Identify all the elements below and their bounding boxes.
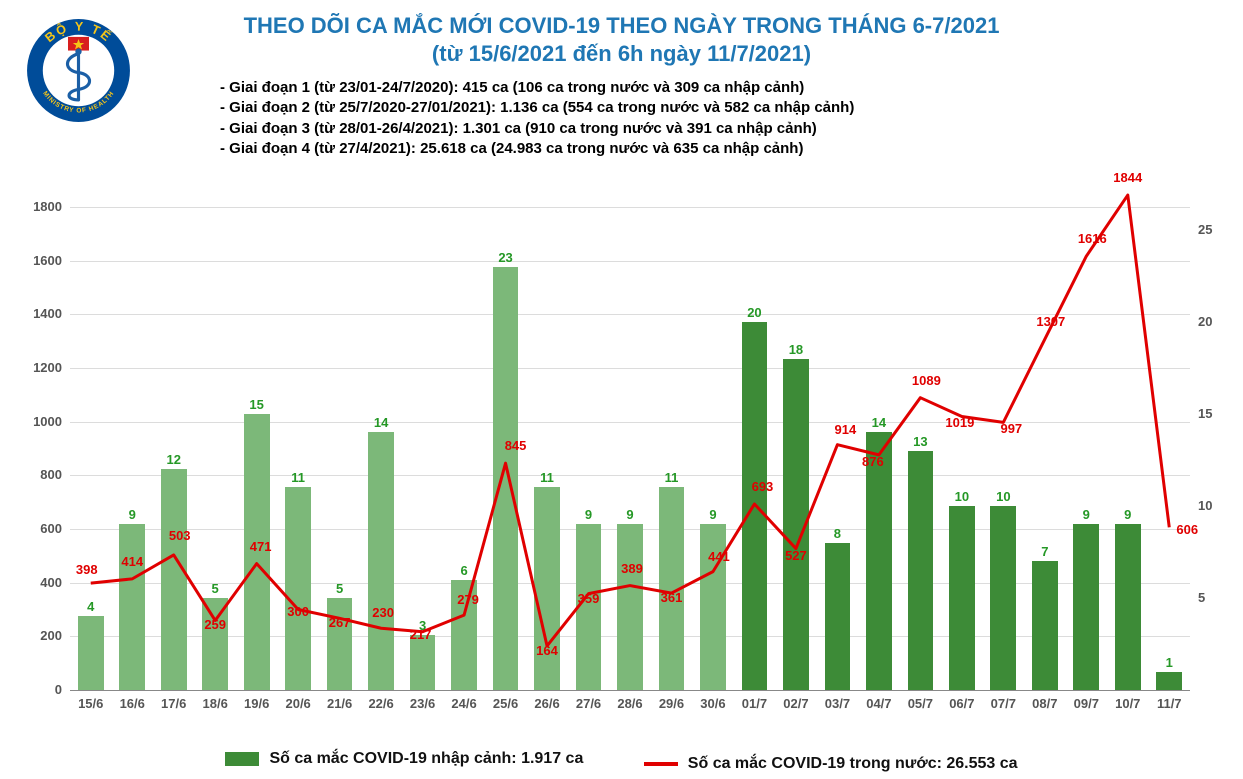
- summary-line: - Giai đoạn 1 (từ 23/01-24/7/2020): 415 …: [220, 78, 854, 98]
- line-value-label: 503: [169, 528, 191, 543]
- y2-tick-label: 5: [1198, 590, 1205, 605]
- line-value-label: 1019: [945, 415, 974, 430]
- line-value-label: 1616: [1078, 231, 1107, 246]
- summary-line: - Giai đoạn 3 (từ 28/01-26/4/2021): 1.30…: [220, 119, 854, 139]
- line-value-label: 471: [250, 539, 272, 554]
- y2-tick-label: 15: [1198, 406, 1212, 421]
- line-value-label: 267: [329, 615, 351, 630]
- line-value-label: 300: [287, 604, 309, 619]
- line-value-label: 230: [372, 605, 394, 620]
- legend-item-line: Số ca mắc COVID-19 trong nước: 26.553 ca: [644, 755, 1018, 773]
- y1-tick-label: 1600: [10, 253, 62, 268]
- chart-legend: Số ca mắc COVID-19 nhập cảnh: 1.917 ca S…: [0, 750, 1243, 773]
- line-value-label: 398: [76, 562, 98, 577]
- y1-tick-label: 1400: [10, 306, 62, 321]
- y2-tick-label: 10: [1198, 498, 1212, 513]
- line-series: [70, 180, 1190, 720]
- line-value-label: 359: [578, 591, 600, 606]
- y2-tick-label: 20: [1198, 314, 1212, 329]
- line-value-label: 1089: [912, 373, 941, 388]
- line-value-label: 527: [785, 548, 807, 563]
- line-value-label: 414: [121, 554, 143, 569]
- line-value-label: 997: [1000, 421, 1022, 436]
- legend-swatch-line: [644, 762, 678, 766]
- legend-line-text: Số ca mắc COVID-19 trong nước: 26.553 ca: [688, 755, 1018, 773]
- line-value-label: 279: [457, 592, 479, 607]
- legend-bar-text: Số ca mắc COVID-19 nhập cảnh: 1.917 ca: [269, 750, 583, 768]
- y1-tick-label: 1000: [10, 414, 62, 429]
- y1-tick-label: 400: [10, 575, 62, 590]
- chart-container: BỘ Y TẾ MINISTRY OF HEALTH THEO DÕI CA M…: [0, 0, 1243, 779]
- y1-tick-label: 800: [10, 467, 62, 482]
- chart-plot-area: 0200400600800100012001400160018005101520…: [70, 180, 1190, 720]
- y2-tick-label: 25: [1198, 222, 1212, 237]
- line-value-label: 217: [410, 627, 432, 642]
- line-value-label: 259: [204, 617, 226, 632]
- line-value-label: 693: [752, 479, 774, 494]
- y1-tick-label: 1200: [10, 360, 62, 375]
- y1-tick-label: 200: [10, 628, 62, 643]
- line-value-label: 164: [536, 643, 558, 658]
- line-value-label: 876: [862, 454, 884, 469]
- chart-title-line1: THEO DÕI CA MẮC MỚI COVID-19 THEO NGÀY T…: [0, 12, 1243, 40]
- line-value-label: 361: [661, 590, 683, 605]
- line-value-label: 914: [835, 422, 857, 437]
- y1-tick-label: 600: [10, 521, 62, 536]
- line-value-label: 845: [505, 438, 527, 453]
- chart-title-line2: (từ 15/6/2021 đến 6h ngày 11/7/2021): [0, 40, 1243, 68]
- legend-item-bar: Số ca mắc COVID-19 nhập cảnh: 1.917 ca: [225, 750, 583, 768]
- line-value-label: 1844: [1113, 170, 1142, 185]
- chart-title: THEO DÕI CA MẮC MỚI COVID-19 THEO NGÀY T…: [0, 12, 1243, 67]
- summary-line: - Giai đoạn 2 (từ 25/7/2020-27/01/2021):…: [220, 98, 854, 118]
- legend-swatch-bar: [225, 752, 259, 766]
- y1-tick-label: 1800: [10, 199, 62, 214]
- line-value-label: 389: [621, 561, 643, 576]
- y1-tick-label: 0: [10, 682, 62, 697]
- line-value-label: 606: [1176, 522, 1198, 537]
- summary-line: - Giai đoạn 4 (từ 27/4/2021): 25.618 ca …: [220, 139, 854, 159]
- chart-header: THEO DÕI CA MẮC MỚI COVID-19 THEO NGÀY T…: [0, 0, 1243, 67]
- line-value-label: 1307: [1036, 314, 1065, 329]
- summary-block: - Giai đoạn 1 (từ 23/01-24/7/2020): 415 …: [220, 78, 854, 159]
- line-value-label: 441: [708, 549, 730, 564]
